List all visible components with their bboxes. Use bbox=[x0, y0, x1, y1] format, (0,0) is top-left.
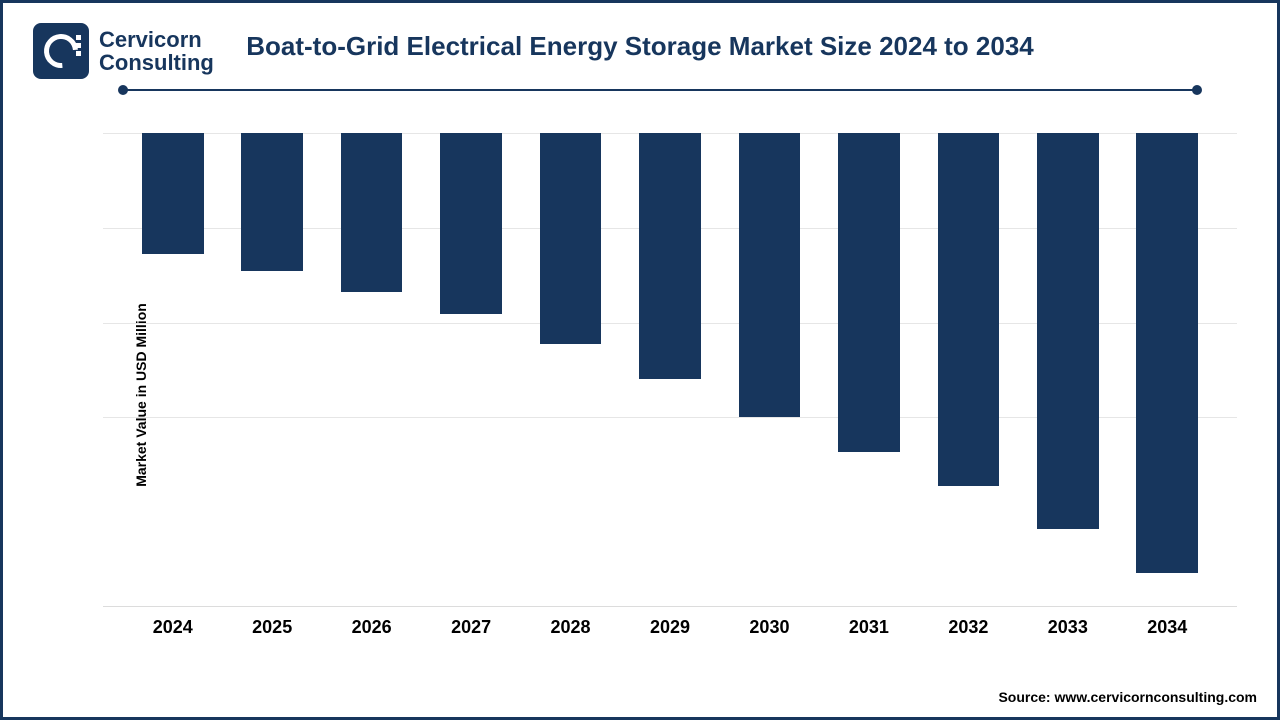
x-tick-label: 2033 bbox=[1018, 617, 1117, 657]
x-tick-label: 2028 bbox=[521, 617, 620, 657]
bar-slot bbox=[322, 133, 421, 607]
bar bbox=[241, 133, 303, 271]
bar bbox=[938, 133, 1000, 486]
plot-region bbox=[103, 133, 1237, 607]
bar bbox=[639, 133, 701, 379]
bar-slot bbox=[919, 133, 1018, 607]
chart-title: Boat-to-Grid Electrical Energy Storage M… bbox=[3, 31, 1277, 62]
bar bbox=[540, 133, 602, 344]
chart-frame: Cervicorn Consulting Boat-to-Grid Electr… bbox=[0, 0, 1280, 720]
bar-slot bbox=[222, 133, 321, 607]
bar bbox=[142, 133, 204, 254]
x-tick-label: 2034 bbox=[1118, 617, 1217, 657]
x-tick-label: 2024 bbox=[123, 617, 222, 657]
bar bbox=[1136, 133, 1198, 573]
bar bbox=[1037, 133, 1099, 529]
chart-area: Market Value in USD Million 202420252026… bbox=[63, 133, 1237, 657]
x-tick-label: 2030 bbox=[720, 617, 819, 657]
bar-slot bbox=[720, 133, 819, 607]
bar bbox=[440, 133, 502, 314]
source-attribution: Source: www.cervicornconsulting.com bbox=[998, 689, 1257, 705]
bar bbox=[838, 133, 900, 452]
bars-container bbox=[103, 133, 1237, 607]
bar-slot bbox=[1118, 133, 1217, 607]
x-tick-label: 2032 bbox=[919, 617, 1018, 657]
x-tick-label: 2026 bbox=[322, 617, 421, 657]
title-divider bbox=[123, 89, 1197, 91]
bar-slot bbox=[620, 133, 719, 607]
bar-slot bbox=[521, 133, 620, 607]
bar bbox=[739, 133, 801, 417]
x-tick-label: 2027 bbox=[421, 617, 520, 657]
bar-slot bbox=[1018, 133, 1117, 607]
x-axis: 2024202520262027202820292030203120322033… bbox=[103, 607, 1237, 657]
x-tick-label: 2031 bbox=[819, 617, 918, 657]
bar-slot bbox=[421, 133, 520, 607]
x-tick-label: 2025 bbox=[222, 617, 321, 657]
bar bbox=[341, 133, 403, 292]
bar-slot bbox=[819, 133, 918, 607]
bar-slot bbox=[123, 133, 222, 607]
x-tick-label: 2029 bbox=[620, 617, 719, 657]
